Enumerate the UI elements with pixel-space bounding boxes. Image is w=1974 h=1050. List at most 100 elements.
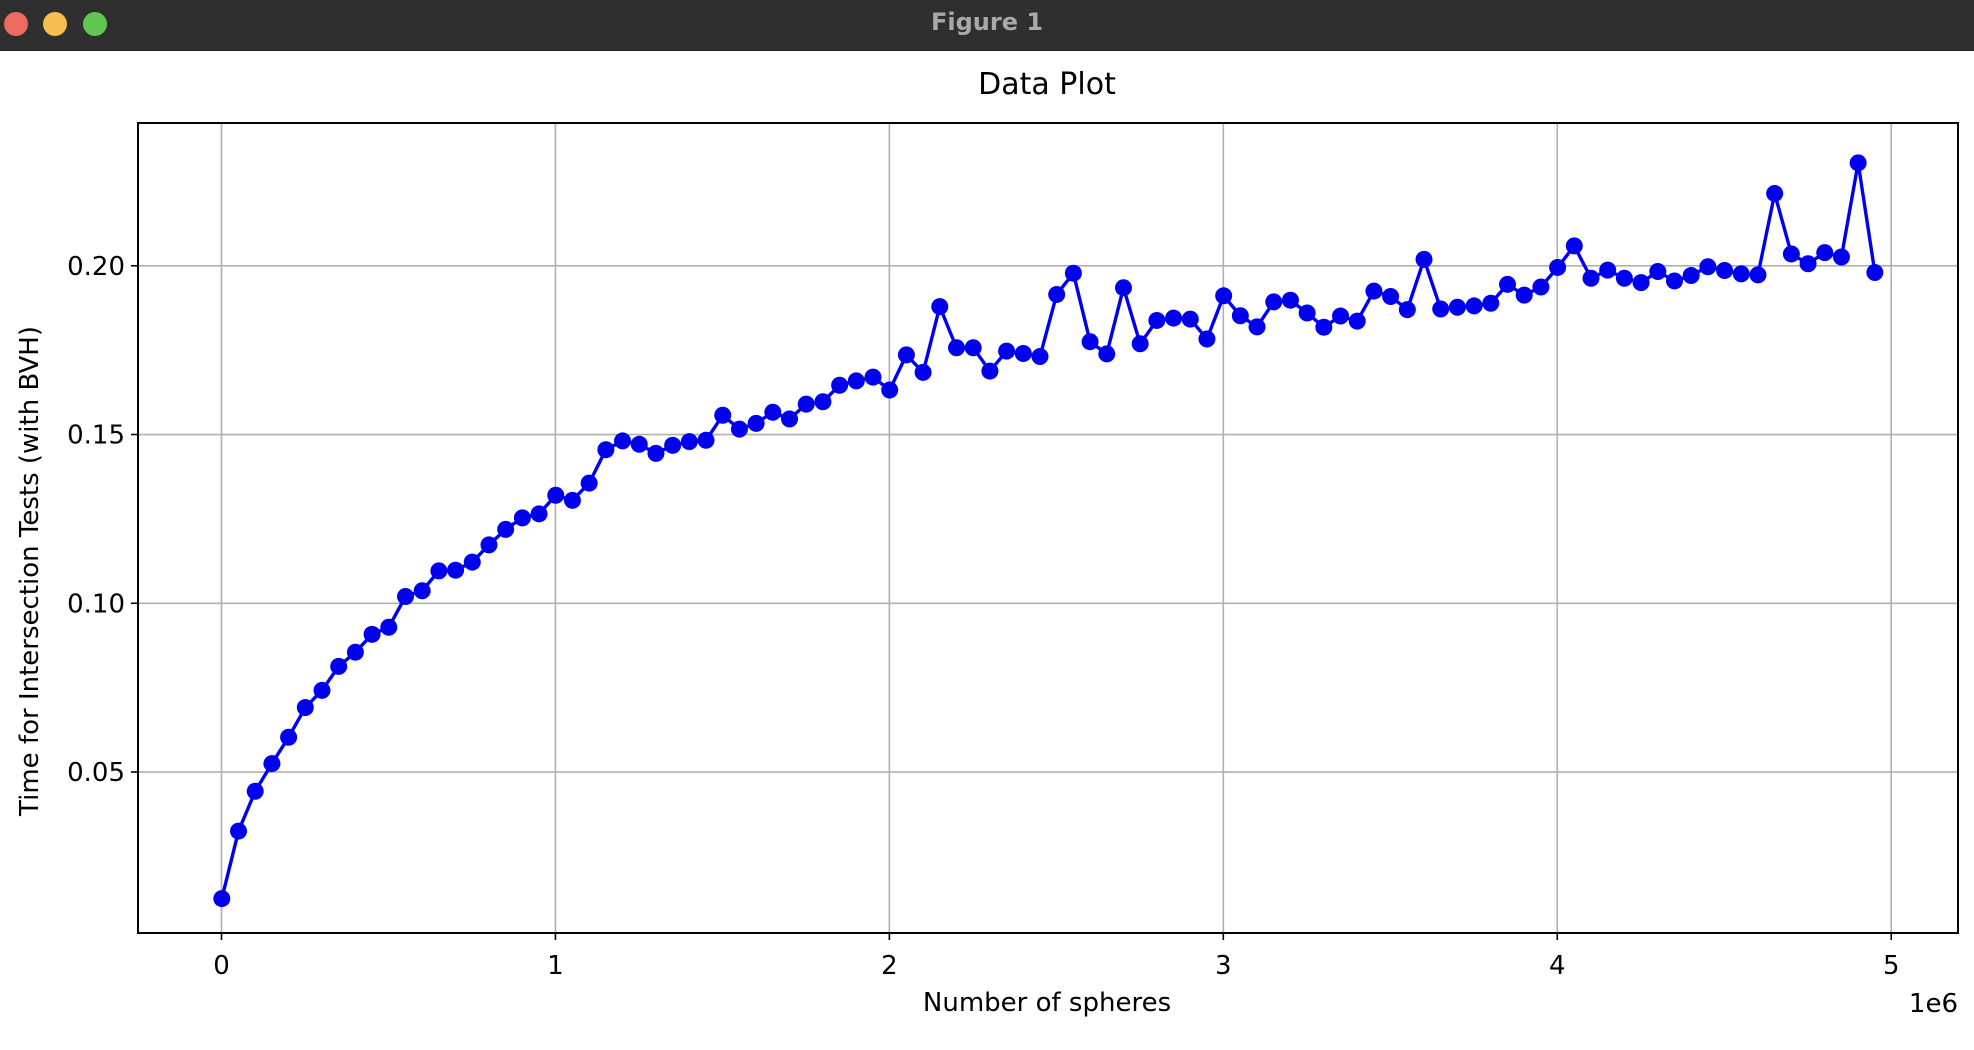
data-point: [1348, 312, 1366, 330]
data-point: [1615, 269, 1633, 287]
data-point: [513, 509, 531, 527]
data-point: [530, 505, 548, 523]
data-point: [1465, 297, 1483, 315]
data-point: [1499, 275, 1517, 293]
grid-lines: [138, 123, 1958, 933]
data-point: [346, 643, 364, 661]
data-point: [580, 474, 598, 492]
y-tick-label: 0.15: [67, 421, 125, 451]
data-point: [1332, 307, 1350, 325]
data-point: [1682, 267, 1700, 285]
data-point: [213, 890, 231, 908]
data-point: [1816, 244, 1834, 262]
series-group: [213, 154, 1884, 908]
data-point: [1398, 301, 1416, 319]
data-point: [363, 625, 381, 643]
data-point: [1832, 248, 1850, 266]
data-point: [1432, 300, 1450, 318]
data-point: [1565, 237, 1583, 255]
series-line: [220, 161, 1877, 899]
data-point: [447, 561, 465, 579]
data-point: [747, 414, 765, 432]
data-point: [1181, 310, 1199, 328]
data-point: [947, 339, 965, 357]
data-point: [1699, 258, 1717, 276]
close-window-button[interactable]: [4, 12, 28, 36]
data-point: [463, 553, 481, 571]
x-axis-label: Number of spheres: [923, 988, 1171, 1018]
data-point: [814, 393, 832, 411]
data-point: [1799, 255, 1817, 273]
data-point: [263, 755, 281, 773]
maximize-window-button[interactable]: [83, 12, 107, 36]
minimize-window-button[interactable]: [43, 12, 67, 36]
data-point: [897, 346, 915, 364]
data-point: [1365, 282, 1383, 300]
data-point: [1081, 333, 1099, 351]
data-point: [1098, 345, 1116, 363]
data-point: [881, 381, 899, 399]
data-point: [1131, 335, 1149, 353]
data-point: [1532, 278, 1550, 296]
data-point: [931, 298, 949, 316]
data-point: [1281, 291, 1299, 309]
data-point: [664, 436, 682, 454]
data-point: [647, 444, 665, 462]
data-point: [1014, 345, 1032, 363]
data-point: [864, 368, 882, 386]
data-point: [1599, 261, 1617, 279]
window-titlebar: Figure 1: [0, 0, 1974, 51]
x-tick-label: 3: [1215, 951, 1232, 981]
data-point: [1749, 266, 1767, 284]
data-point: [1198, 330, 1216, 348]
y-axis-ticks: 0.05 0.10 0.15 0.20: [67, 252, 138, 788]
data-point: [1031, 348, 1049, 366]
plot-frame: [137, 122, 1959, 934]
data-point: [1549, 258, 1567, 276]
data-point: [1048, 285, 1066, 303]
data-point: [497, 520, 515, 538]
data-point: [230, 822, 248, 840]
data-point: [413, 582, 431, 600]
data-point: [1298, 304, 1316, 322]
data-point: [1265, 293, 1283, 311]
data-point: [998, 342, 1016, 360]
data-point: [1782, 245, 1800, 263]
data-point: [1716, 261, 1734, 279]
data-point: [614, 432, 632, 450]
data-point: [764, 403, 782, 421]
data-point: [1665, 272, 1683, 290]
data-point: [1482, 294, 1500, 312]
x-tick-label: 5: [1883, 951, 1900, 981]
data-point: [1415, 250, 1433, 268]
data-point: [1849, 154, 1867, 172]
data-point: [981, 362, 999, 380]
data-point: [1515, 286, 1533, 304]
data-point: [597, 441, 615, 459]
data-point: [1315, 318, 1333, 336]
data-point: [1215, 287, 1233, 305]
data-point: [797, 395, 815, 413]
data-point: [697, 431, 715, 449]
data-point: [1448, 298, 1466, 316]
data-point: [547, 486, 565, 504]
data-point: [246, 782, 264, 800]
data-point: [280, 728, 298, 746]
data-point: [1148, 311, 1166, 329]
data-point: [396, 588, 414, 606]
y-tick-label: 0.20: [67, 252, 125, 282]
data-point: [914, 363, 932, 381]
data-point: [1165, 309, 1183, 327]
data-point: [630, 435, 648, 453]
data-point: [1114, 279, 1132, 297]
y-tick-label: 0.05: [67, 758, 125, 788]
x-tick-label: 2: [881, 951, 898, 981]
x-axis-offset-label: 1e6: [1909, 989, 1958, 1019]
data-point: [563, 491, 581, 509]
data-point: [964, 339, 982, 357]
x-tick-label: 0: [213, 951, 230, 981]
figure-canvas: 0 1 2 3 4 5 0.05 0.10 0.15 0.20 Data Plot Number…: [0, 51, 1974, 1046]
y-axis-label: Time for Intersection Tests (with BVH): [15, 326, 45, 817]
line-chart: 0 1 2 3 4 5 0.05 0.10 0.15 0.20 Data Plot Number…: [15, 67, 1959, 1019]
window-title: Figure 1: [930, 8, 1044, 36]
